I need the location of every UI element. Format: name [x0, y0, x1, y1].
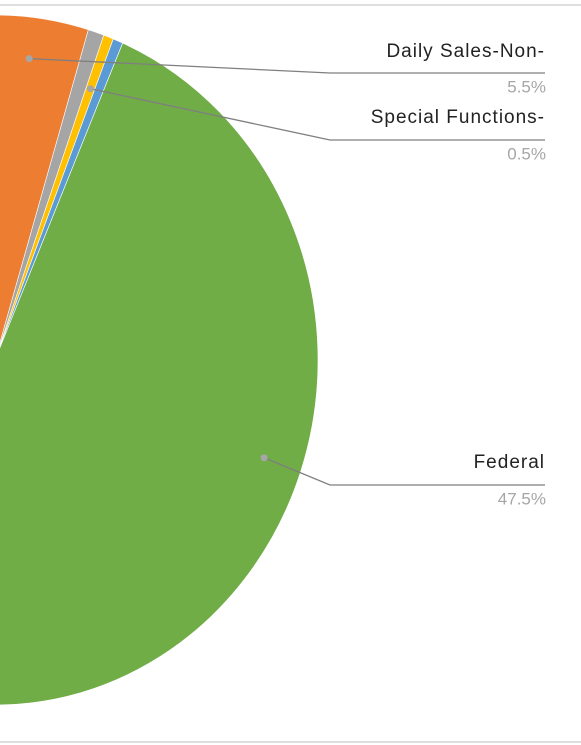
- category-label: Federal: [474, 452, 545, 473]
- leader-dot: [25, 55, 33, 63]
- value-label: 47.5%: [498, 489, 546, 508]
- leader-dot: [86, 85, 94, 93]
- leader-line: [29, 57, 545, 74]
- category-label: Special Functions-: [371, 107, 545, 128]
- value-label: 0.5%: [507, 144, 546, 163]
- category-label: Daily Sales-Non-: [386, 41, 545, 62]
- leader-line: [263, 457, 545, 486]
- leader-dot: [260, 454, 268, 462]
- pie-slice: [0, 42, 319, 706]
- leader-line: [90, 88, 545, 141]
- value-label: 5.5%: [507, 77, 546, 96]
